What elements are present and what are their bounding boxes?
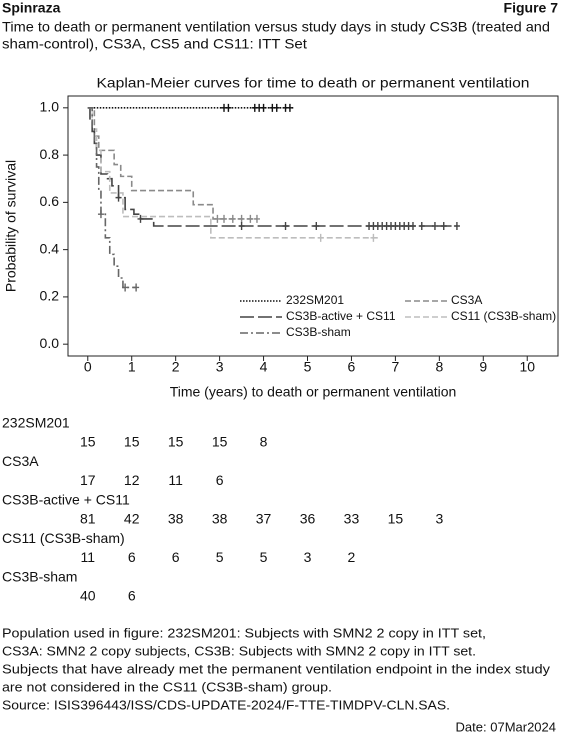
censor-mark (122, 283, 129, 292)
censor-mark (317, 233, 324, 242)
risk-count: 15 (80, 434, 96, 450)
legend-label: CS3A (451, 293, 482, 307)
risk-row-label: CS3B-active + CS11 (2, 492, 130, 508)
risk-count: 11 (168, 472, 183, 488)
censor-mark (221, 214, 228, 223)
risk-count: 36 (300, 511, 316, 527)
x-tick-label: 8 (435, 359, 443, 375)
legend-label: CS3B-active + CS11 (286, 309, 396, 323)
chart-title: Kaplan-Meier curves for time to death or… (97, 75, 530, 91)
censor-mark (409, 222, 416, 230)
x-tick-label: 10 (519, 359, 535, 375)
risk-count: 5 (260, 549, 268, 565)
risk-count: 33 (344, 511, 360, 527)
risk-count: 42 (124, 511, 140, 527)
y-tick-label: 0.8 (40, 146, 60, 162)
caption: sham-control), CS3A, CS5 and CS11: ITT S… (2, 36, 307, 52)
x-tick-label: 7 (392, 359, 400, 375)
censor-mark (282, 222, 289, 230)
censor-mark (286, 103, 293, 112)
survival-curve (87, 107, 257, 220)
risk-count: 2 (348, 549, 356, 565)
y-tick-label: 0.2 (40, 288, 60, 304)
censor-mark (370, 233, 377, 242)
censor-mark (253, 214, 260, 223)
footnote: Source: ISIS396443/ISS/CDS-UPDATE-2024/F… (2, 697, 450, 712)
censor-mark (225, 103, 232, 112)
survival-curve (87, 107, 137, 289)
risk-row-label: CS3B-sham (2, 569, 77, 585)
risk-count: 6 (128, 588, 136, 604)
y-tick-label: 1.0 (40, 99, 60, 115)
footnote: CS3A: SMN2 2 copy subjects, CS3B: Subjec… (2, 643, 476, 658)
risk-count: 11 (81, 549, 96, 565)
risk-row-label: CS3A (2, 453, 39, 469)
legend-label: CS11 (CS3B-sham) (451, 309, 556, 323)
footnote: Subjects that have already met the perma… (2, 661, 551, 676)
censor-mark (418, 222, 425, 230)
risk-count: 81 (80, 511, 96, 527)
risk-count: 6 (172, 549, 180, 565)
risk-count: 40 (80, 588, 96, 604)
header-left: Spinraza (2, 0, 61, 16)
plot-frame (67, 95, 559, 357)
censor-mark (238, 214, 245, 223)
y-tick-label: 0.0 (40, 335, 60, 351)
censor-mark (247, 214, 254, 223)
censor-mark (313, 222, 320, 230)
survival-curve (87, 107, 378, 239)
y-axis-label: Probability of survival (3, 160, 19, 292)
censor-mark (431, 222, 438, 230)
x-tick-label: 1 (128, 359, 136, 375)
x-tick-label: 4 (260, 359, 268, 375)
risk-count: 17 (80, 472, 96, 488)
risk-count: 12 (124, 472, 140, 488)
survival-curve (87, 107, 457, 227)
censor-mark (238, 222, 245, 230)
censor-mark (229, 214, 236, 223)
x-axis-label: Time (years) to death or permanent venti… (170, 384, 457, 400)
risk-count: 3 (304, 549, 312, 565)
footnote: are not considered in the CS11 (CS3B-sha… (2, 679, 332, 694)
legend-label: CS3B-sham (286, 325, 351, 339)
legend-label: 232SM201 (286, 293, 344, 307)
censor-mark (260, 103, 267, 112)
risk-row-label: 232SM201 (2, 415, 70, 431)
censor-mark (115, 193, 122, 202)
risk-row-label: CS11 (CS3B-sham) (2, 530, 125, 546)
risk-count: 8 (260, 434, 268, 450)
risk-count: 6 (128, 549, 136, 565)
date: Date: 07Mar2024 (456, 719, 556, 734)
censor-mark (440, 222, 447, 230)
risk-count: 15 (388, 511, 404, 527)
risk-count: 3 (435, 511, 443, 527)
x-tick-label: 2 (172, 359, 180, 375)
risk-count: 5 (216, 549, 224, 565)
censor-mark (137, 214, 144, 223)
x-tick-label: 3 (216, 359, 224, 375)
censor-mark (133, 283, 140, 292)
censor-mark (97, 210, 104, 219)
x-tick-label: 0 (84, 359, 92, 375)
x-tick-label: 9 (479, 359, 487, 375)
risk-count: 15 (168, 434, 184, 450)
censor-mark (273, 103, 280, 112)
risk-count: 38 (212, 511, 228, 527)
y-tick-label: 0.4 (40, 240, 60, 256)
risk-count: 15 (124, 434, 140, 450)
x-tick-label: 5 (304, 359, 312, 375)
x-tick-label: 6 (348, 359, 356, 375)
risk-count: 37 (256, 511, 272, 527)
footnote: Population used in figure: 232SM201: Sub… (2, 625, 486, 640)
risk-count: 38 (168, 511, 184, 527)
censor-mark (214, 214, 221, 223)
y-tick-label: 0.6 (40, 193, 60, 209)
risk-count: 6 (216, 472, 224, 488)
risk-count: 15 (212, 434, 228, 450)
caption: Time to death or permanent ventilation v… (2, 19, 550, 35)
header-right: Figure 7 (504, 0, 559, 16)
censor-mark (453, 222, 460, 230)
